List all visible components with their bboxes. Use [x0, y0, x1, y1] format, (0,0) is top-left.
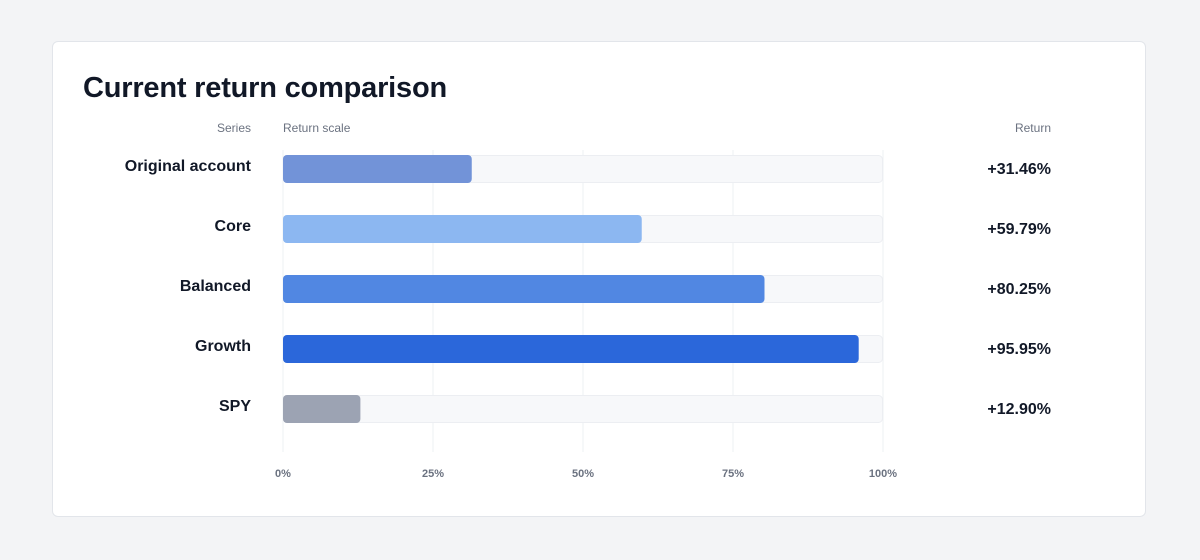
series-label: Balanced [179, 278, 251, 295]
return-value-label: +59.79% [987, 221, 1051, 238]
bar [283, 275, 765, 303]
series-label: Core [214, 218, 251, 235]
series-label: Original account [124, 158, 251, 175]
scale-column-header: Return scale [283, 121, 351, 135]
return-value-label: +31.46% [987, 161, 1051, 178]
return-column-header: Return [1014, 121, 1051, 135]
bar-chart [282, 150, 884, 452]
return-value-label: +12.90% [987, 401, 1051, 418]
bar [283, 155, 472, 183]
series-label: SPY [218, 398, 251, 415]
x-tick-label: 25% [421, 468, 445, 480]
bar [283, 215, 642, 243]
return-value-label: +80.25% [987, 281, 1051, 298]
x-tick-label: 0% [275, 468, 291, 480]
bar [283, 395, 361, 423]
return-value-label: +95.95% [987, 341, 1051, 358]
x-tick-label: 75% [721, 468, 745, 480]
x-tick-label: 100% [868, 468, 898, 480]
series-label: Growth [195, 338, 251, 355]
chart-title: Current return comparison [83, 72, 447, 104]
bar-track [283, 395, 883, 423]
series-column-header: Series [216, 121, 251, 135]
x-tick-label: 50% [571, 468, 595, 480]
chart-card: Current return comparison Series Return … [52, 41, 1146, 517]
bar [283, 335, 859, 363]
